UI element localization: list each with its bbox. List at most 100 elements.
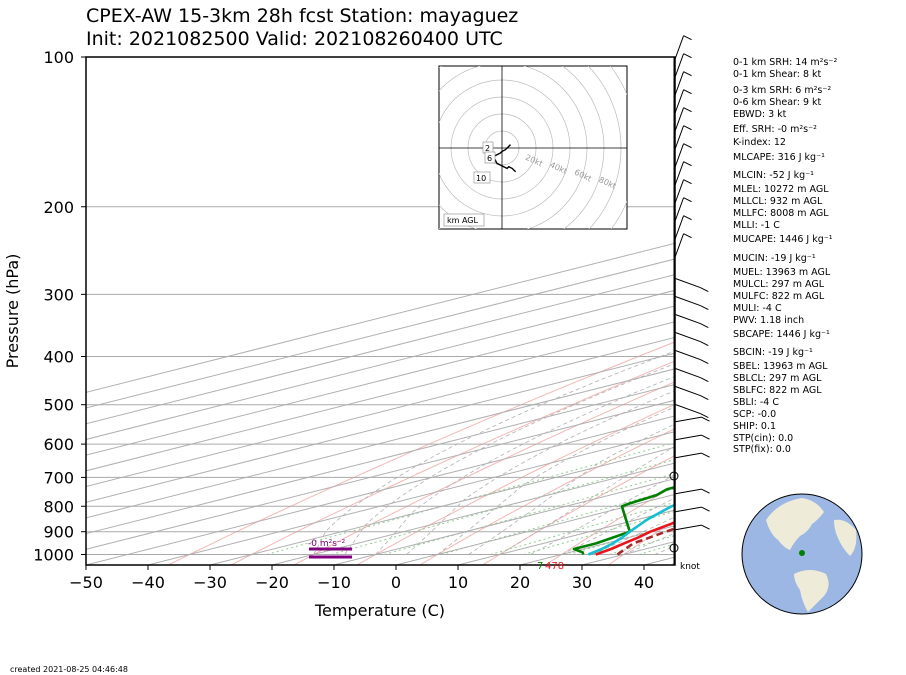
wind-barb xyxy=(673,161,685,189)
moist-adiabat xyxy=(437,406,675,555)
dry-adiabat xyxy=(545,485,675,565)
wind-barb xyxy=(673,277,701,289)
wind-barb xyxy=(673,434,702,441)
index-line: PWV: 1.18 inch xyxy=(733,315,805,326)
index-line: 0-1 km SRH: 14 m²s⁻² xyxy=(733,57,838,68)
index-line: Eff. SRH: -0 m²s⁻² xyxy=(733,124,817,135)
hodograph-height-label: 2 xyxy=(485,144,490,153)
index-line: 0-3 km SRH: 6 m²s⁻² xyxy=(733,85,832,96)
chart-subtitle: Init: 2021082500 Valid: 202108260400 UTC xyxy=(86,28,503,50)
isotherm xyxy=(86,242,675,393)
index-line: MLLCL: 932 m AGL xyxy=(733,196,823,207)
index-line: SBEL: 13963 m AGL xyxy=(733,361,828,372)
isotherm xyxy=(86,399,675,550)
mixing-ratio-line xyxy=(384,472,675,555)
surface-label-dewpoint: 7 xyxy=(537,561,543,572)
wind-barb xyxy=(673,107,685,135)
y-tick-label: 300 xyxy=(43,285,74,304)
index-line: MULI: -4 C xyxy=(733,303,782,314)
dry-adiabat xyxy=(230,360,675,565)
location-globe xyxy=(741,493,863,615)
index-line: STP(fix): 0.0 xyxy=(733,444,791,455)
wind-barb xyxy=(673,125,685,153)
wind-barb-flag xyxy=(683,233,692,239)
wind-barb xyxy=(673,215,685,243)
x-tick-label: 10 xyxy=(448,573,468,592)
created-timestamp: created 2021-08-25 04:46:48 xyxy=(10,665,128,674)
globe-land-greenland xyxy=(834,519,857,556)
x-tick-label: −10 xyxy=(317,573,351,592)
dry-adiabat xyxy=(860,57,906,565)
wind-barb xyxy=(673,524,702,531)
wind-barb xyxy=(673,197,685,225)
wind-barb-flag xyxy=(683,161,692,167)
wind-barb-flag xyxy=(700,287,709,293)
globe-land-north-america xyxy=(766,498,824,550)
dry-adiabat xyxy=(168,341,675,565)
wind-barb xyxy=(673,452,702,459)
x-tick-label: 0 xyxy=(391,573,401,592)
wind-barb-flag xyxy=(701,506,710,512)
y-tick-label: 100 xyxy=(43,48,74,67)
x-tick-label: −40 xyxy=(131,573,165,592)
wind-barb xyxy=(673,295,701,307)
index-line: MLCAPE: 316 J kg⁻¹ xyxy=(733,152,825,163)
wind-barb-flag xyxy=(700,413,709,419)
index-line: MULFC: 822 m AGL xyxy=(733,291,825,302)
index-line: MULCL: 297 m AGL xyxy=(733,279,825,290)
y-tick-label: 200 xyxy=(43,198,74,217)
index-line: MLCIN: -52 J kg⁻¹ xyxy=(733,170,814,181)
index-line: MUCIN: -19 J kg⁻¹ xyxy=(733,253,816,264)
wind-barb-flag xyxy=(683,35,692,41)
wind-barb-flag xyxy=(700,305,709,311)
index-line: STP(cin): 0.0 xyxy=(733,433,794,444)
wind-barb xyxy=(673,331,701,343)
x-tick-label: 20 xyxy=(510,573,530,592)
isotherm xyxy=(86,274,675,425)
wind-barb xyxy=(673,385,701,397)
wind-barb xyxy=(673,367,701,379)
wind-barb-flag xyxy=(701,434,710,440)
wind-barb-flag xyxy=(700,395,709,401)
wind-barb-flag xyxy=(701,488,710,494)
wind-barb-flag xyxy=(683,125,692,131)
globe-land-south-america xyxy=(794,570,829,612)
isotherm xyxy=(86,352,675,503)
index-line: SBCIN: -19 J kg⁻¹ xyxy=(733,347,813,358)
index-line: K-index: 12 xyxy=(733,137,786,148)
y-tick-label: 700 xyxy=(43,468,74,487)
isotherm xyxy=(271,462,675,565)
hodograph-height-label: 10 xyxy=(476,174,486,183)
wind-barb xyxy=(673,313,701,325)
dry-adiabat xyxy=(356,403,675,565)
hodograph-height-box xyxy=(484,151,496,164)
index-line: SBLCL: 297 m AGL xyxy=(733,373,822,384)
isotherm xyxy=(209,446,675,565)
wind-barb xyxy=(673,143,685,171)
wind-barb-flag xyxy=(683,107,692,113)
x-tick-label: 30 xyxy=(572,573,592,592)
wind-barb-flag xyxy=(700,377,709,383)
mixing-ratio-line xyxy=(441,488,675,555)
dry-adiabat xyxy=(293,381,675,565)
y-axis-title: Pressure (hPa) xyxy=(3,254,22,369)
x-axis-title: Temperature (C) xyxy=(314,601,445,620)
wind-barb xyxy=(673,53,685,81)
index-line: 0-6 km Shear: 9 kt xyxy=(733,97,822,108)
index-line: 0-1 km Shear: 8 kt xyxy=(733,69,822,80)
index-line: SBCAPE: 1446 J kg⁻¹ xyxy=(733,329,830,340)
wind-barb-flag xyxy=(700,359,709,365)
wind-barb-flag xyxy=(683,197,692,203)
moist-adiabat xyxy=(530,474,675,555)
wind-barb-flag xyxy=(683,89,692,95)
wetbulb-profile xyxy=(587,503,675,556)
station-marker xyxy=(799,550,805,556)
wind-barb-flag xyxy=(683,215,692,221)
index-line: MUCAPE: 1446 J kg⁻¹ xyxy=(733,234,833,245)
wind-barb-flag xyxy=(683,179,692,185)
moist-adiabat xyxy=(499,445,675,555)
dewpoint-profile xyxy=(572,485,675,555)
isotherm xyxy=(333,478,675,565)
wind-barb xyxy=(673,89,685,117)
